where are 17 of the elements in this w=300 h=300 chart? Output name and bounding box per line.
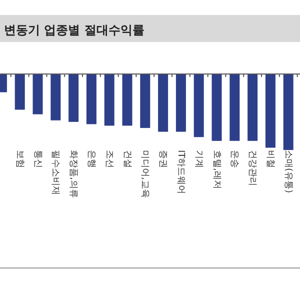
x-tick-label: 비철 [264,150,275,168]
x-tick-label: 소매(유통) [282,150,293,194]
chart-title: 변동기 업종별 절대수익률 [4,23,144,37]
x-tick-label: 건강관리 [247,150,258,186]
x-tick-label: 통신 [32,150,42,168]
x-tick-label: 미디어,교육 [140,150,150,198]
x-tick-label: 보험 [14,150,24,168]
x-tick-label: 기계 [193,150,204,168]
x-tick-label: 증권 [158,150,168,168]
x-tick-label: 호텔,레저 [211,150,222,189]
x-tick-label: 화장품,의류 [68,150,78,198]
x-tick-label: 은행 [86,150,96,168]
x-tick-label: IT하드웨어 [175,150,186,194]
x-tick-label: 건설 [122,150,132,168]
x-tick-label: 조선 [104,150,114,168]
x-tick-label: 운송 [229,150,240,168]
x-tick-label: 필수소비재 [50,150,60,195]
